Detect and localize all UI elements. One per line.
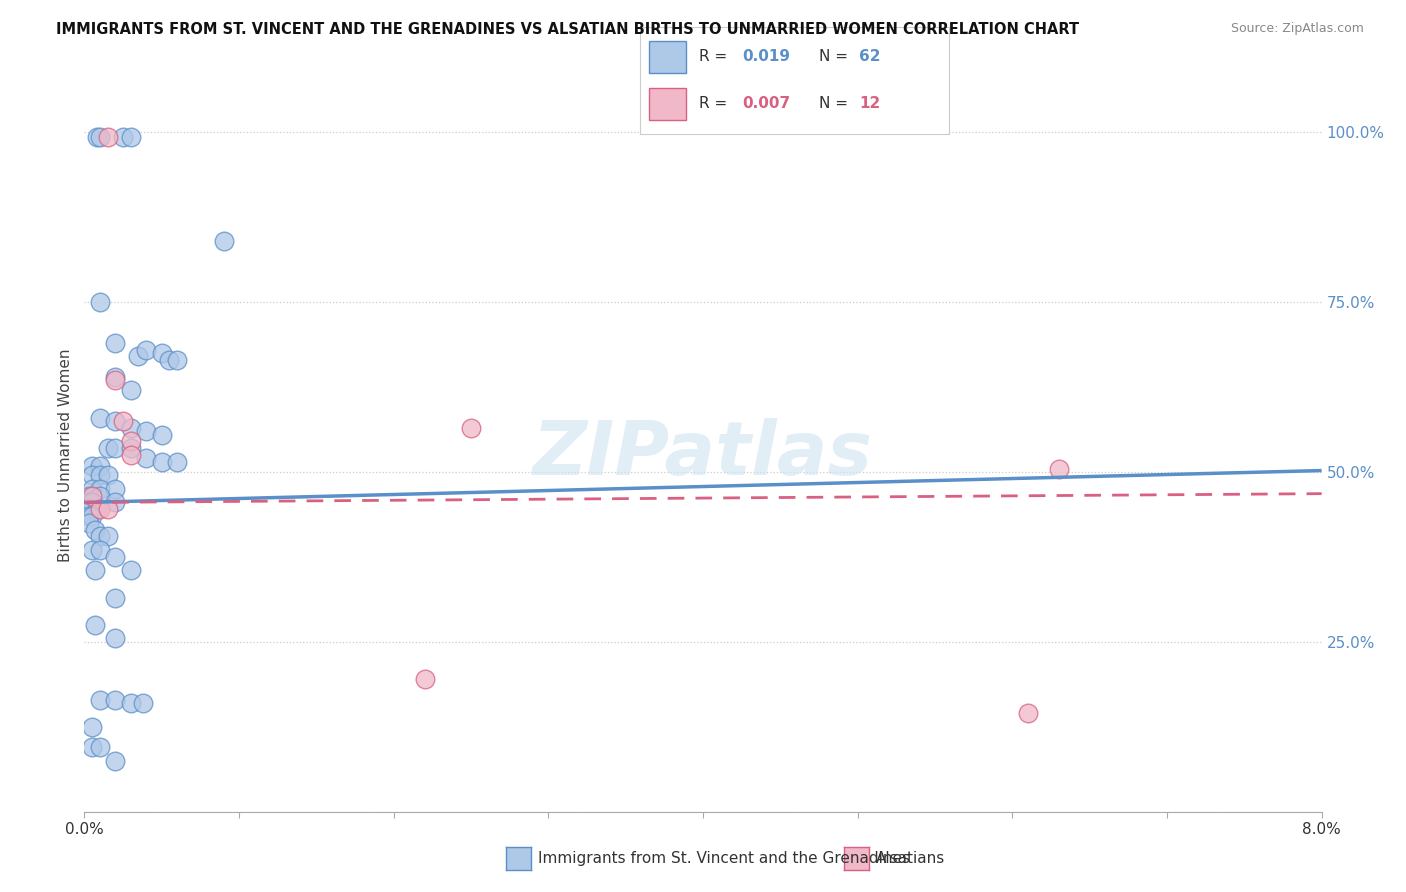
Point [89,489,111,503]
Point [77,509,100,524]
Point [1017,706,1039,721]
Y-axis label: Births to Unmarried Women: Births to Unmarried Women [58,348,73,562]
Text: R =: R = [699,49,731,64]
Point [89,502,111,516]
Text: Alsatians: Alsatians [876,852,945,866]
Point [104,549,127,564]
Point [86,502,108,516]
Text: N =: N = [820,96,853,112]
Point [82,720,104,734]
Point [104,754,127,768]
Text: 62: 62 [859,49,880,64]
Text: 12: 12 [859,96,880,112]
Point [413,672,436,686]
Point [135,424,157,438]
Point [89,740,111,755]
Point [112,414,135,428]
Point [77,516,100,530]
Point [84,617,107,632]
Point [104,692,127,706]
Point [104,373,127,387]
Point [96,529,118,543]
Point [120,448,142,462]
Point [96,502,118,516]
FancyBboxPatch shape [650,41,686,73]
Point [460,421,482,435]
Point [82,489,104,503]
Point [104,495,127,509]
Text: Immigrants from St. Vincent and the Grenadines: Immigrants from St. Vincent and the Gren… [538,852,911,866]
Point [1047,461,1070,475]
Point [82,509,104,524]
Text: N =: N = [820,49,853,64]
Point [150,427,173,442]
Point [112,129,135,144]
Point [96,441,118,455]
Point [77,489,100,503]
Point [120,384,142,398]
Point [135,451,157,466]
Point [104,591,127,605]
Point [120,129,142,144]
FancyBboxPatch shape [650,87,686,120]
Point [120,696,142,710]
Point [89,459,111,474]
Point [89,692,111,706]
Point [132,696,155,710]
Point [150,346,173,360]
Point [84,523,107,537]
Point [159,352,180,367]
Point [89,529,111,543]
Point [212,234,235,248]
Text: Source: ZipAtlas.com: Source: ZipAtlas.com [1230,22,1364,36]
Point [104,482,127,496]
Point [89,295,111,310]
Point [77,495,100,509]
Point [104,369,127,384]
Point [89,410,111,425]
Text: 0.019: 0.019 [742,49,790,64]
Point [82,459,104,474]
Text: ZIPatlas: ZIPatlas [533,418,873,491]
Point [127,350,149,364]
Text: R =: R = [699,96,731,112]
Point [89,468,111,483]
Text: 0.007: 0.007 [742,96,790,112]
Point [89,482,111,496]
Point [96,468,118,483]
Point [84,564,107,578]
Text: IMMIGRANTS FROM ST. VINCENT AND THE GRENADINES VS ALSATIAN BIRTHS TO UNMARRIED W: IMMIGRANTS FROM ST. VINCENT AND THE GREN… [56,22,1080,37]
Point [166,455,188,469]
Point [89,129,111,144]
Point [82,468,104,483]
Point [82,482,104,496]
Point [120,564,142,578]
Point [104,414,127,428]
Point [120,441,142,455]
Point [150,455,173,469]
Point [86,129,108,144]
Point [96,129,118,144]
Point [82,740,104,755]
Point [82,495,104,509]
Point [104,335,127,350]
Point [135,343,157,357]
Point [82,543,104,558]
Point [166,352,188,367]
Point [120,421,142,435]
Point [89,543,111,558]
Point [120,434,142,449]
Point [77,502,100,516]
Point [104,441,127,455]
Point [104,632,127,646]
